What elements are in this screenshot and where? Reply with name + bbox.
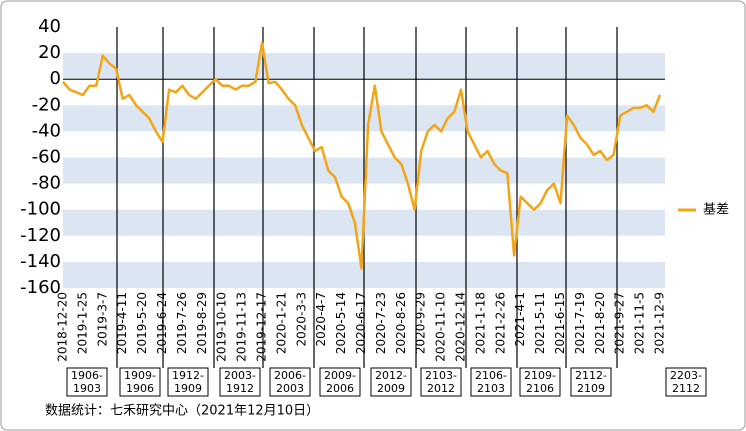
x-tick-label: 2021-12-9 <box>653 292 667 354</box>
y-tick-label: 20 <box>38 42 61 63</box>
x-tick-label: 2021-9-27 <box>613 292 627 354</box>
y-tick-label: -20 <box>32 94 61 115</box>
x-tick-label: 2019-10-10 <box>215 292 229 362</box>
contract-label: 2003- <box>224 369 256 382</box>
contract-label: 2103 <box>477 382 505 395</box>
x-tick-label: 2021-5-11 <box>533 292 547 354</box>
contract-box <box>570 367 612 397</box>
contract-label: 2112 <box>672 382 700 395</box>
contract-label: 2006 <box>326 382 354 395</box>
contract-box <box>167 367 209 397</box>
contract-label: 2103- <box>425 369 457 382</box>
x-tick-label: 2019-5-20 <box>135 292 149 354</box>
y-tick-label: -80 <box>32 173 61 194</box>
contract-label: 2109- <box>524 369 556 382</box>
x-tick-label: 2020-12-14 <box>454 292 468 362</box>
contract-label: 2112- <box>575 369 607 382</box>
source: 数据统计：七禾研究中心（2021年12月10日） <box>45 404 319 419</box>
x-tick-label: 2021-2-26 <box>493 292 507 354</box>
x-tick-label: 2018-12-20 <box>56 292 70 362</box>
legend-label: 基差 <box>703 203 729 218</box>
x-tick-label: 2020-4-7 <box>314 292 328 346</box>
contract-label: 1912 <box>226 382 254 395</box>
contract-label: 1903 <box>73 382 101 395</box>
x-tick-label: 2019-7-26 <box>175 292 189 354</box>
line <box>62 41 662 270</box>
contract-label: 2009 <box>377 382 405 395</box>
x-tick-label: 2021-11-5 <box>633 292 647 354</box>
x-tick-label: 2020-1-21 <box>274 292 288 354</box>
contract-label: 2006- <box>274 369 306 382</box>
x-tick-label: 2019-6-24 <box>155 292 169 354</box>
contract-label: 1906- <box>71 369 103 382</box>
contract-label: 2012- <box>375 369 407 382</box>
x-tick-label: 2021-4-1 <box>513 292 527 346</box>
x-tick-label: 2020-7-23 <box>374 292 388 354</box>
contract-label: 2106- <box>475 369 507 382</box>
y-tick-label: -140 <box>20 251 61 272</box>
contract-box <box>219 367 261 397</box>
contract-label: 2109 <box>577 382 605 395</box>
x-tick-label: 2020-8-26 <box>394 292 408 354</box>
contract-label: 2203- <box>670 369 702 382</box>
x-tick-label: 2019-4-11 <box>115 292 129 354</box>
contract-label: 1909- <box>124 369 156 382</box>
contract-box <box>519 367 561 397</box>
y-tick-label: -120 <box>20 225 61 246</box>
contract-label: 2012 <box>427 382 455 395</box>
contract-box <box>370 367 412 397</box>
x-tick-label: 2020-9-29 <box>414 292 428 354</box>
contract-label: 1906 <box>126 382 154 395</box>
y-tick-label: -100 <box>20 199 61 220</box>
contract-label: 2009- <box>324 369 356 382</box>
x-tick-label: 2020-3-3 <box>294 292 308 346</box>
x-tick-label: 2021-8-20 <box>593 292 607 354</box>
x-tick-label: 2019-1-25 <box>75 292 89 354</box>
x-tick-label: 2020-5-14 <box>334 292 348 354</box>
x-tick-label: 2021-7-19 <box>573 292 587 354</box>
contract-box <box>319 367 361 397</box>
x-tick-label: 2020-6-17 <box>354 292 368 354</box>
contract-box <box>66 367 108 397</box>
contract-label: 1912- <box>172 369 204 382</box>
y-tick-label: 40 <box>38 16 61 37</box>
x-tick-label: 2019-3-7 <box>95 292 109 346</box>
contract-label: 2003 <box>276 382 304 395</box>
contract-box <box>269 367 311 397</box>
x-tick-label: 2020-11-10 <box>434 292 448 362</box>
contract-box <box>470 367 512 397</box>
y-tick-label: -40 <box>32 120 61 141</box>
contract-box <box>665 367 707 397</box>
contract-box <box>119 367 161 397</box>
y-tick-label: -60 <box>32 147 61 168</box>
y-tick-label: 0 <box>50 68 61 89</box>
contract-box <box>420 367 462 397</box>
x-tick-label: 2019-12-17 <box>255 292 269 362</box>
contract-label: 2106 <box>526 382 554 395</box>
y-tick-label: -160 <box>20 277 61 298</box>
x-tick-label: 2021-1-18 <box>473 292 487 354</box>
x-tick-label: 2019-8-29 <box>195 292 209 354</box>
x-tick-label: 2019-11-13 <box>235 292 249 362</box>
contract-label: 1909 <box>174 382 202 395</box>
x-tick-label: 2021-6-15 <box>553 292 567 354</box>
